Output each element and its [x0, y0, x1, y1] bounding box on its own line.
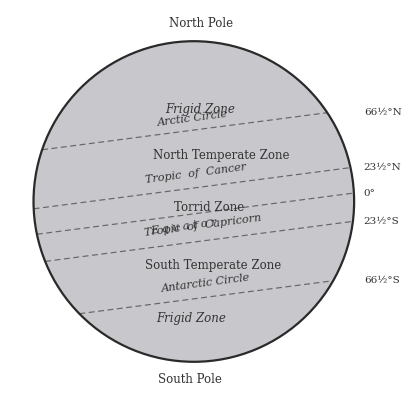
Polygon shape [34, 41, 354, 362]
Text: Arctic Circle: Arctic Circle [156, 109, 228, 128]
Text: E q u a t o r: E q u a t o r [150, 218, 217, 236]
Text: South Temperate Zone: South Temperate Zone [145, 259, 281, 272]
Text: 66½°N: 66½°N [364, 108, 401, 117]
Text: Tropic  of  Capricorn: Tropic of Capricorn [144, 213, 262, 238]
Text: Torrid Zone: Torrid Zone [174, 202, 244, 214]
Text: Frigid Zone: Frigid Zone [165, 104, 235, 116]
Text: South Pole: South Pole [158, 373, 222, 386]
Polygon shape [34, 41, 354, 362]
Text: 23½°S: 23½°S [364, 217, 399, 226]
Text: North Temperate Zone: North Temperate Zone [153, 150, 289, 162]
Circle shape [34, 41, 354, 362]
Text: Tropic  of  Cancer: Tropic of Cancer [145, 162, 247, 185]
Text: 0°: 0° [364, 189, 376, 197]
Text: Antarctic Circle: Antarctic Circle [161, 273, 251, 294]
Text: 66½°S: 66½°S [364, 276, 399, 285]
Text: 23½°N: 23½°N [364, 163, 401, 172]
Text: North Pole: North Pole [169, 17, 234, 30]
Polygon shape [42, 41, 327, 150]
Text: Frigid Zone: Frigid Zone [156, 312, 226, 325]
